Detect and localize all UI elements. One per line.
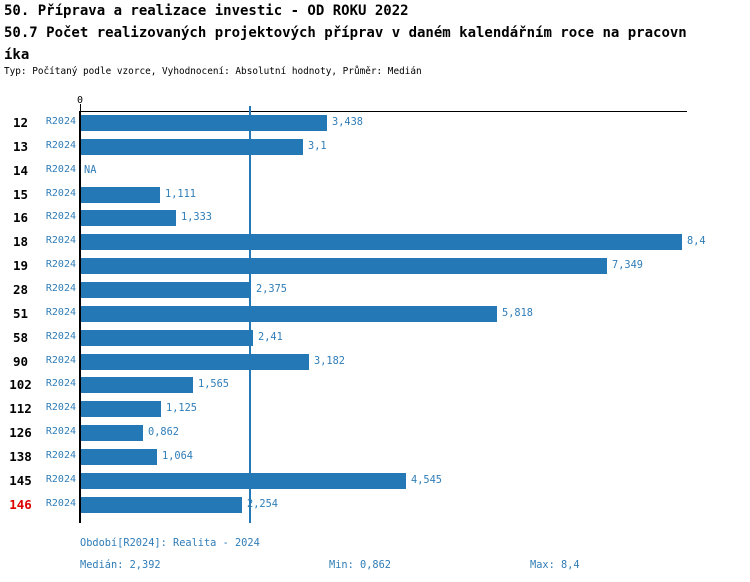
page-title-line1: 50. Příprava a realizace investic - OD R… — [4, 3, 409, 19]
footer-max-label: Max: 8,4 — [530, 559, 580, 571]
bar — [81, 282, 251, 298]
row-category-label: 16 — [12, 210, 29, 225]
bar-value-label: 3,182 — [314, 355, 345, 367]
row-period-label: R2024 — [45, 450, 76, 461]
bar-value-label: 2,375 — [256, 283, 287, 295]
row-period-label: R2024 — [45, 259, 76, 270]
bar — [81, 139, 303, 155]
bar-value-label: 1,125 — [166, 402, 197, 414]
row-period-label: R2024 — [45, 498, 76, 509]
axis-top-line — [79, 111, 687, 112]
row-category-label: 126 — [9, 425, 32, 440]
bar — [81, 354, 309, 370]
row-category-label: 146 — [9, 497, 32, 512]
bar — [81, 330, 253, 346]
row-period-label: R2024 — [45, 402, 76, 413]
row-category-label: 58 — [12, 330, 29, 345]
bar-value-label: NA — [84, 164, 97, 176]
bar-value-label: 0,862 — [148, 426, 179, 438]
row-category-label: 90 — [12, 354, 29, 369]
row-category-label: 145 — [9, 473, 32, 488]
bar-value-label: 3,438 — [332, 116, 363, 128]
bar-value-label: 1,111 — [165, 188, 196, 200]
bar — [81, 401, 161, 417]
chart-subtitle: Typ: Počítaný podle vzorce, Vyhodnocení:… — [4, 66, 422, 77]
footer-median-label: Medián: 2,392 — [80, 559, 161, 571]
row-period-label: R2024 — [45, 426, 76, 437]
row-category-label: 19 — [12, 258, 29, 273]
row-category-label: 13 — [12, 139, 29, 154]
bar-value-label: 8,4 — [687, 235, 706, 247]
axis-baseline — [79, 111, 81, 523]
axis-zero-tick-label: 0 — [76, 95, 84, 106]
axis-zero-tick — [80, 104, 81, 112]
bar — [81, 377, 193, 393]
bar — [81, 497, 242, 513]
row-category-label: 112 — [9, 401, 32, 416]
bar — [81, 210, 176, 226]
row-category-label: 12 — [12, 115, 29, 130]
row-category-label: 18 — [12, 234, 29, 249]
page-title-line2: 50.7 Počet realizovaných projektových př… — [4, 25, 687, 41]
bar-value-label: 7,349 — [612, 259, 643, 271]
bar-value-label: 1,565 — [198, 378, 229, 390]
footer-period-label: Období[R2024]: Realita - 2024 — [80, 537, 260, 549]
bar — [81, 306, 497, 322]
footer-min-label: Min: 0,862 — [329, 559, 391, 571]
bar-value-label: 2,41 — [258, 331, 283, 343]
bar — [81, 115, 327, 131]
row-period-label: R2024 — [45, 188, 76, 199]
page-title-line3: íka — [4, 47, 30, 63]
row-category-label: 28 — [12, 282, 29, 297]
bar — [81, 473, 406, 489]
row-period-label: R2024 — [45, 140, 76, 151]
bar — [81, 187, 160, 203]
bar — [81, 425, 143, 441]
bar — [81, 234, 682, 250]
bar-value-label: 4,545 — [411, 474, 442, 486]
bar-value-label: 5,818 — [502, 307, 533, 319]
bar-value-label: 3,1 — [308, 140, 327, 152]
bar-value-label: 1,333 — [181, 211, 212, 223]
row-category-label: 138 — [9, 449, 32, 464]
row-period-label: R2024 — [45, 116, 76, 127]
row-period-label: R2024 — [45, 378, 76, 389]
row-category-label: 51 — [12, 306, 29, 321]
row-period-label: R2024 — [45, 474, 76, 485]
row-period-label: R2024 — [45, 235, 76, 246]
row-category-label: 102 — [9, 377, 32, 392]
bar-value-label: 1,064 — [162, 450, 193, 462]
bar — [81, 258, 607, 274]
row-period-label: R2024 — [45, 211, 76, 222]
bar-value-label: 2,254 — [247, 498, 278, 510]
row-period-label: R2024 — [45, 355, 76, 366]
row-category-label: 15 — [12, 187, 29, 202]
row-period-label: R2024 — [45, 307, 76, 318]
row-period-label: R2024 — [45, 283, 76, 294]
row-period-label: R2024 — [45, 164, 76, 175]
row-category-label: 14 — [12, 163, 29, 178]
row-period-label: R2024 — [45, 331, 76, 342]
bar — [81, 449, 157, 465]
